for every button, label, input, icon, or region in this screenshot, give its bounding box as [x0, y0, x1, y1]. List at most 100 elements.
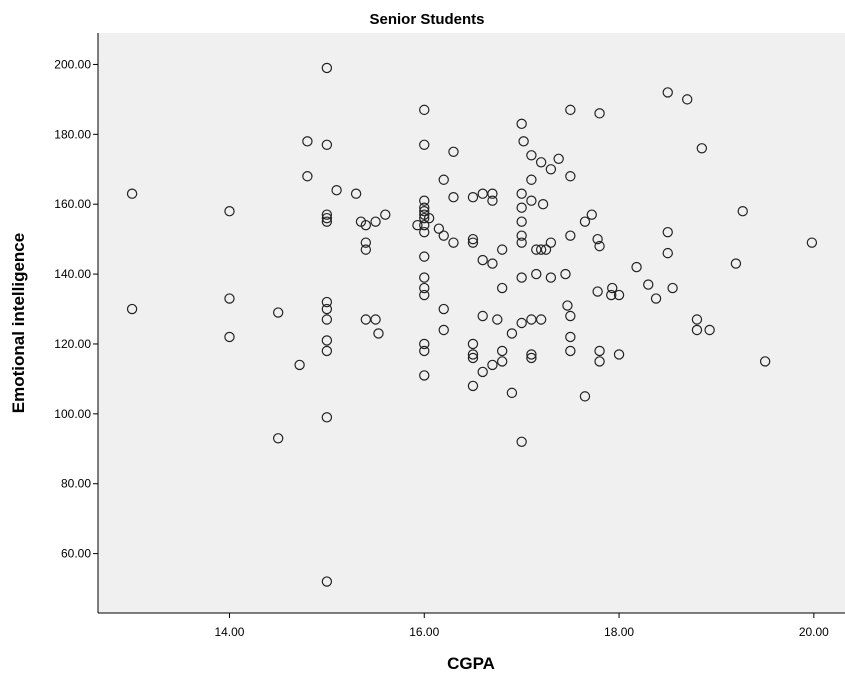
x-axis-title: CGPA [447, 654, 495, 673]
scatter-point [380, 209, 391, 220]
scatter-point [370, 216, 381, 227]
scatter-point [419, 289, 430, 301]
scatter-point [516, 317, 527, 329]
scatter-point [419, 338, 430, 350]
scatter-point [321, 335, 333, 346]
scatter-point [370, 314, 381, 325]
scatter-point [419, 251, 430, 262]
scatter-point [540, 244, 552, 255]
scatter-point [360, 219, 372, 231]
scatter-point [419, 370, 430, 381]
scatter-point [662, 247, 673, 259]
scatter-point [565, 171, 576, 182]
scatter-point [516, 230, 527, 241]
plot-area [98, 33, 845, 613]
scatter-point [419, 139, 430, 151]
scatter-point [691, 314, 703, 325]
scatter-point [545, 237, 557, 248]
scatter-point [467, 380, 479, 392]
y-axis-title: Emotional intelligence [9, 233, 28, 413]
y-tick-label: 60.00 [61, 547, 91, 561]
scatter-point [594, 356, 605, 367]
scatter-point [321, 139, 333, 151]
scatter-point [360, 237, 372, 248]
scatter-point [516, 237, 527, 248]
scatter-point [631, 261, 642, 273]
x-tick-label: 16.00 [409, 625, 439, 639]
scatter-point [594, 345, 605, 357]
y-tick-label: 160.00 [54, 197, 91, 211]
scatter-point [321, 212, 333, 224]
scatter-point [592, 233, 603, 245]
scatter-point [492, 314, 503, 325]
scatter-point [506, 387, 518, 399]
scatter-point [419, 195, 430, 206]
x-tick-label: 20.00 [799, 625, 829, 639]
scatter-point [331, 185, 342, 196]
scatter-point [696, 143, 708, 154]
scatter-point [477, 366, 488, 378]
scatter-point [433, 223, 445, 234]
scatter-point [302, 136, 313, 147]
x-tick-label: 18.00 [604, 625, 634, 639]
scatter-point [438, 303, 449, 315]
y-tick-label: 180.00 [54, 127, 91, 141]
scatter-point [667, 282, 678, 294]
scatter-point [613, 289, 625, 301]
scatter-point [321, 296, 333, 308]
scatter-point [467, 237, 479, 248]
scatter-point [759, 356, 771, 367]
scatter-point [560, 268, 571, 280]
scatter-point [321, 412, 333, 423]
scatter-point [518, 136, 529, 147]
y-tick-label: 80.00 [61, 477, 91, 491]
scatter-point [419, 345, 430, 357]
scatter-point [321, 314, 333, 325]
scatter-point [594, 240, 605, 252]
scatter-point [321, 576, 333, 587]
scatter-point [579, 391, 591, 402]
scatter-point [321, 345, 333, 357]
scatter-point [487, 195, 498, 206]
scatter-point [419, 104, 430, 116]
scatter-point [594, 108, 605, 119]
scatter-point [448, 146, 459, 157]
scatter-point [423, 212, 435, 224]
scatter-point [592, 286, 603, 297]
scatter-point [526, 174, 537, 185]
scatter-point [565, 104, 576, 116]
scatter-point [516, 272, 527, 283]
scatter-point [487, 359, 498, 371]
scatter-point [586, 209, 597, 220]
scatter-point [496, 345, 508, 357]
scatter-point [806, 237, 818, 248]
scatter-point [438, 324, 449, 336]
scatter-point [412, 219, 423, 231]
scatter-point [516, 216, 527, 227]
y-tick-label: 120.00 [54, 337, 91, 351]
chart-title: Senior Students [369, 11, 484, 28]
scatter-point [691, 324, 703, 336]
scatter-point [545, 164, 557, 175]
scatter-point [516, 118, 527, 130]
scatter-point [438, 230, 449, 241]
scatter-point [467, 352, 479, 364]
scatter-point [516, 202, 527, 213]
scatter-point [704, 324, 715, 336]
scatter-point [360, 244, 372, 255]
scatter-point [650, 293, 662, 304]
scatter-point [506, 328, 518, 339]
scatter-point [662, 87, 673, 98]
scatter-point [526, 195, 537, 206]
scatter-point [682, 94, 693, 105]
scatter-point [545, 272, 557, 283]
scatter-point [448, 192, 459, 203]
scatter-point [662, 226, 673, 238]
scatter-point [565, 230, 576, 241]
scatter-point [535, 244, 547, 255]
scatter-point [537, 199, 549, 210]
scatter-point [516, 436, 527, 447]
scatter-point [321, 62, 333, 74]
